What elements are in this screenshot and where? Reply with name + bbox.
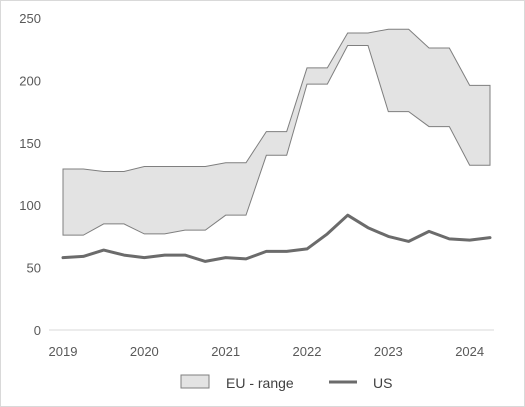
x-tick-label: 2022 <box>293 344 322 359</box>
x-tick-label: 2021 <box>211 344 240 359</box>
eu-range-band <box>62 28 491 236</box>
y-tick-label: 0 <box>34 323 41 338</box>
y-tick-label: 100 <box>19 198 41 213</box>
x-tick-label: 2024 <box>455 344 484 359</box>
y-tick-label: 150 <box>19 136 41 151</box>
x-tick-label: 2023 <box>374 344 403 359</box>
y-tick-label: 50 <box>27 261 41 276</box>
legend-swatch-eu-range <box>180 374 210 389</box>
us-line <box>61 213 492 263</box>
x-tick-label: 2019 <box>49 344 78 359</box>
y-tick-label: 250 <box>19 11 41 26</box>
legend-label-eu-range: EU - range <box>226 375 294 391</box>
y-tick-label: 200 <box>19 73 41 88</box>
x-tick-label: 2020 <box>130 344 159 359</box>
legend-label-us: US <box>373 375 392 391</box>
